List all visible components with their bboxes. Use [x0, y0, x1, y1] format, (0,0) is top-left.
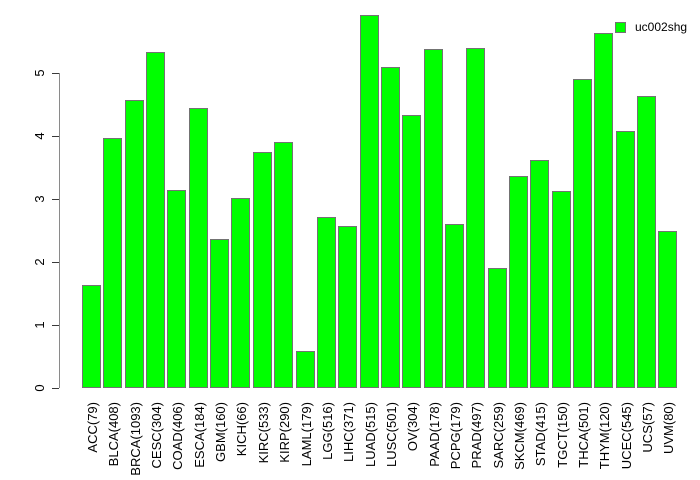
- legend-label: uc002shg: [635, 20, 688, 34]
- x-tick-label: SKCM(469): [512, 402, 527, 470]
- y-tick-label: 0: [32, 384, 47, 392]
- bar-skcm: [509, 176, 528, 388]
- x-tick-label: SARC(259): [491, 402, 506, 469]
- bar-cesc: [146, 52, 165, 388]
- x-tick-label: KICH(66): [234, 402, 249, 457]
- bar-luad: [360, 15, 379, 388]
- y-tick: [52, 136, 59, 137]
- y-axis-line: [59, 73, 60, 388]
- bar-stad: [530, 160, 549, 388]
- bar-ov: [402, 115, 421, 388]
- y-tick: [52, 199, 59, 200]
- bar-paad: [424, 49, 443, 388]
- bar-lgg: [317, 217, 336, 388]
- x-tick-label: KIRC(533): [256, 402, 271, 464]
- bar-ucec: [616, 131, 635, 388]
- y-tick: [52, 262, 59, 263]
- bar-blca: [103, 138, 122, 388]
- bar-tgct: [552, 191, 571, 388]
- bar-kich: [231, 198, 250, 388]
- y-tick: [52, 73, 59, 74]
- x-tick-label: UVM(80): [661, 402, 676, 455]
- x-tick-label: STAD(415): [533, 402, 548, 467]
- x-tick-label: UCEC(545): [619, 402, 634, 470]
- x-tick-label: THYM(120): [597, 402, 612, 470]
- x-tick-label: GBM(160): [213, 402, 228, 462]
- y-tick-label: 3: [32, 195, 47, 203]
- x-tick-label: OV(304): [405, 402, 420, 452]
- bar-thym: [594, 33, 613, 388]
- x-tick-label: LGG(516): [320, 402, 335, 460]
- bar-pcpg: [445, 224, 464, 388]
- x-tick-label: PAAD(178): [427, 402, 442, 467]
- y-tick: [52, 388, 59, 389]
- bar-prad: [466, 48, 485, 388]
- x-tick-label: KIRP(290): [277, 402, 292, 463]
- y-tick-label: 4: [32, 132, 47, 140]
- y-tick-label: 5: [32, 69, 47, 77]
- x-tick-label: LIHC(371): [341, 402, 356, 462]
- bar-kirc: [253, 152, 272, 388]
- x-tick-label: THCA(501): [576, 402, 591, 468]
- bar-uvm: [658, 231, 677, 388]
- bar-ucs: [637, 96, 656, 388]
- bar-acc: [82, 285, 101, 388]
- x-tick-label: TGCT(150): [555, 402, 570, 468]
- bar-lusc: [381, 67, 400, 388]
- x-tick-label: LUAD(515): [363, 402, 378, 468]
- x-tick-label: BLCA(408): [106, 402, 121, 467]
- bar-brca: [125, 100, 144, 388]
- x-tick-label: LUSC(501): [384, 402, 399, 468]
- bar-esca: [189, 108, 208, 388]
- bar-coad: [167, 190, 186, 388]
- bar-gbm: [210, 239, 229, 388]
- x-tick-label: CESC(304): [149, 402, 164, 469]
- legend-swatch-icon: [615, 21, 626, 33]
- y-tick: [52, 325, 59, 326]
- bar-kirp: [274, 142, 293, 388]
- bar-lihc: [338, 226, 357, 388]
- x-tick-label: PCPG(179): [448, 402, 463, 470]
- y-tick-label: 2: [32, 258, 47, 266]
- bar-thca: [573, 79, 592, 388]
- x-tick-label: LAML(179): [299, 402, 314, 467]
- x-tick-label: ACC(79): [85, 402, 100, 453]
- legend: uc002shg: [615, 20, 687, 34]
- x-tick-label: PRAD(497): [469, 402, 484, 469]
- bar-laml: [296, 351, 315, 388]
- x-tick-label: COAD(406): [170, 402, 185, 470]
- bar-sarc: [488, 268, 507, 388]
- x-tick-label: ESCA(184): [192, 402, 207, 468]
- y-tick-label: 1: [32, 321, 47, 329]
- x-tick-label: UCS(57): [640, 402, 655, 453]
- x-tick-label: BRCA(1093): [128, 402, 143, 476]
